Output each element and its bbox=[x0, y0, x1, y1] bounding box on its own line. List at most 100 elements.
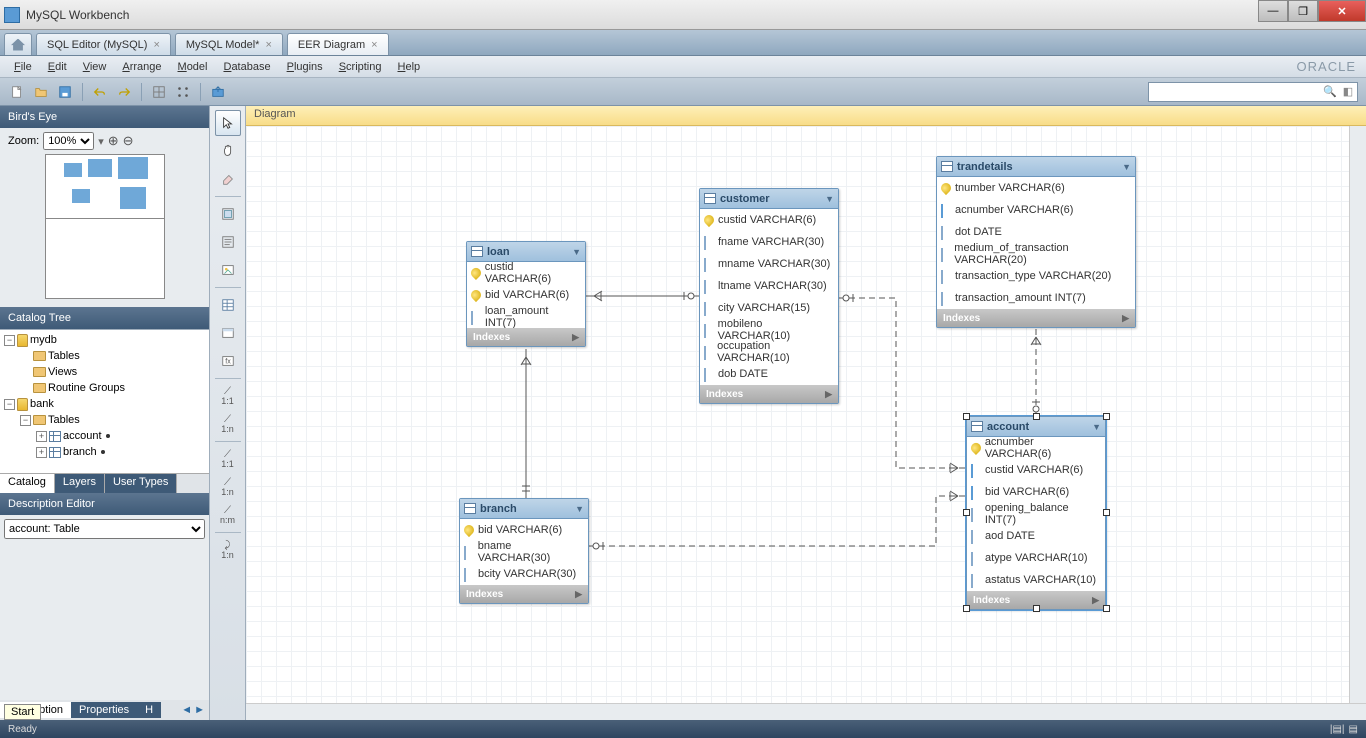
search-input[interactable] bbox=[1149, 86, 1321, 98]
entity-header[interactable]: customer▼ bbox=[700, 189, 838, 209]
selection-handle[interactable] bbox=[1033, 413, 1040, 420]
palette-table[interactable] bbox=[215, 292, 241, 318]
entity-column[interactable]: tnumber VARCHAR(6) bbox=[937, 177, 1135, 199]
entity-header[interactable]: branch▼ bbox=[460, 499, 588, 519]
entity-column[interactable]: custid VARCHAR(6) bbox=[967, 459, 1105, 481]
entity-column[interactable]: transaction_type VARCHAR(20) bbox=[937, 265, 1135, 287]
palette-rel3-1n[interactable]: ⤸1:n bbox=[215, 537, 241, 563]
entity-column[interactable]: dob DATE bbox=[700, 363, 838, 385]
palette-image[interactable] bbox=[215, 257, 241, 283]
selection-handle[interactable] bbox=[1103, 413, 1110, 420]
collapse-icon[interactable]: ▼ bbox=[1092, 422, 1101, 432]
entity-header[interactable]: trandetails▼ bbox=[937, 157, 1135, 177]
palette-eraser[interactable] bbox=[215, 166, 241, 192]
entity-column[interactable]: acnumber VARCHAR(6) bbox=[937, 199, 1135, 221]
expand-icon[interactable]: ▶ bbox=[825, 389, 832, 400]
entity-indexes[interactable]: Indexes▶ bbox=[460, 585, 588, 603]
tab-scroll-right-icon[interactable]: ► bbox=[194, 704, 205, 716]
entity-column[interactable]: bid VARCHAR(6) bbox=[467, 284, 585, 306]
collapse-icon[interactable]: ▼ bbox=[575, 504, 584, 514]
menu-plugins[interactable]: Plugins bbox=[279, 59, 331, 75]
selection-handle[interactable] bbox=[963, 605, 970, 612]
tree-toggle[interactable]: − bbox=[20, 415, 31, 426]
sidebar-tab-catalog[interactable]: Catalog bbox=[0, 474, 55, 493]
document-tab[interactable]: MySQL Model*× bbox=[175, 33, 283, 55]
tree-row[interactable]: Routine Groups bbox=[4, 380, 205, 396]
zoom-out-icon[interactable]: ⊖ bbox=[123, 133, 134, 149]
entity-branch[interactable]: branch▼bid VARCHAR(6)bname VARCHAR(30)bc… bbox=[459, 498, 589, 604]
entity-column[interactable]: city VARCHAR(15) bbox=[700, 297, 838, 319]
document-tab[interactable]: EER Diagram× bbox=[287, 33, 389, 55]
expand-icon[interactable]: ▶ bbox=[1122, 313, 1129, 324]
save-button[interactable] bbox=[54, 81, 76, 103]
close-tab-icon[interactable]: × bbox=[371, 39, 377, 51]
selection-handle[interactable] bbox=[1033, 605, 1040, 612]
description-tab[interactable]: Properties bbox=[71, 702, 137, 718]
entity-column[interactable]: transaction_amount INT(7) bbox=[937, 287, 1135, 309]
entity-column[interactable]: fname VARCHAR(30) bbox=[700, 231, 838, 253]
collapse-icon[interactable]: ▼ bbox=[825, 194, 834, 204]
tab-scroll-left-icon[interactable]: ◄ bbox=[181, 704, 192, 716]
description-tab[interactable]: H bbox=[137, 702, 161, 718]
tree-row[interactable]: Views bbox=[4, 364, 205, 380]
entity-header[interactable]: account▼ bbox=[967, 417, 1105, 437]
collapse-icon[interactable]: ▼ bbox=[572, 247, 581, 257]
expand-icon[interactable]: ▶ bbox=[575, 589, 582, 600]
palette-rel2-11[interactable]: ⟋1:1 bbox=[215, 446, 241, 472]
tree-row[interactable]: +account bbox=[4, 428, 205, 444]
tree-row[interactable]: −Tables bbox=[4, 412, 205, 428]
sidebar-tab-layers[interactable]: Layers bbox=[55, 474, 105, 493]
entity-column[interactable]: custid VARCHAR(6) bbox=[467, 262, 585, 284]
entity-column[interactable]: ltname VARCHAR(30) bbox=[700, 275, 838, 297]
tree-toggle[interactable]: − bbox=[4, 335, 15, 346]
tree-row[interactable]: Tables bbox=[4, 348, 205, 364]
entity-loan[interactable]: loan▼custid VARCHAR(6)bid VARCHAR(6)loan… bbox=[466, 241, 586, 347]
tree-toggle[interactable]: − bbox=[4, 399, 15, 410]
menu-database[interactable]: Database bbox=[215, 59, 278, 75]
palette-view[interactable] bbox=[215, 320, 241, 346]
expand-icon[interactable]: ▶ bbox=[572, 332, 579, 343]
entity-column[interactable]: bid VARCHAR(6) bbox=[967, 481, 1105, 503]
search-clear-icon[interactable]: ◧ bbox=[1339, 85, 1357, 98]
close-tab-icon[interactable]: × bbox=[265, 39, 271, 51]
redo-button[interactable] bbox=[113, 81, 135, 103]
diagram-canvas[interactable]: loan▼custid VARCHAR(6)bid VARCHAR(6)loan… bbox=[246, 126, 1349, 703]
tree-row[interactable]: +branch bbox=[4, 444, 205, 460]
zoom-select[interactable]: 100% bbox=[43, 132, 94, 150]
entity-customer[interactable]: customer▼custid VARCHAR(6)fname VARCHAR(… bbox=[699, 188, 839, 404]
entity-column[interactable]: aod DATE bbox=[967, 525, 1105, 547]
entity-column[interactable]: loan_amount INT(7) bbox=[467, 306, 585, 328]
minimap[interactable] bbox=[45, 154, 165, 299]
palette-layer[interactable] bbox=[215, 201, 241, 227]
entity-column[interactable]: opening_balance INT(7) bbox=[967, 503, 1105, 525]
horizontal-scrollbar[interactable] bbox=[246, 703, 1366, 720]
entity-column[interactable]: acnumber VARCHAR(6) bbox=[967, 437, 1105, 459]
align-button[interactable] bbox=[172, 81, 194, 103]
expand-icon[interactable]: ▶ bbox=[1092, 595, 1099, 606]
palette-hand[interactable] bbox=[215, 138, 241, 164]
palette-cursor[interactable] bbox=[215, 110, 241, 136]
palette-rel-1n[interactable]: ⟋1:n bbox=[215, 411, 241, 437]
entity-column[interactable]: mname VARCHAR(30) bbox=[700, 253, 838, 275]
entity-column[interactable]: medium_of_transaction VARCHAR(20) bbox=[937, 243, 1135, 265]
entity-indexes[interactable]: Indexes▶ bbox=[937, 309, 1135, 327]
menu-view[interactable]: View bbox=[75, 59, 115, 75]
sidebar-tab-user-types[interactable]: User Types bbox=[105, 474, 177, 493]
entity-column[interactable]: occupation VARCHAR(10) bbox=[700, 341, 838, 363]
entity-column[interactable]: dot DATE bbox=[937, 221, 1135, 243]
tree-toggle[interactable]: + bbox=[36, 447, 47, 458]
entity-column[interactable]: bid VARCHAR(6) bbox=[460, 519, 588, 541]
open-file-button[interactable] bbox=[30, 81, 52, 103]
menu-arrange[interactable]: Arrange bbox=[114, 59, 169, 75]
export-button[interactable] bbox=[207, 81, 229, 103]
minimize-button[interactable]: — bbox=[1258, 0, 1288, 22]
search-icon[interactable]: 🔍 bbox=[1321, 85, 1339, 98]
palette-routine[interactable]: fx bbox=[215, 348, 241, 374]
undo-button[interactable] bbox=[89, 81, 111, 103]
palette-rel-11[interactable]: ⟋1:1 bbox=[215, 383, 241, 409]
grid-button[interactable] bbox=[148, 81, 170, 103]
catalog-tree[interactable]: −mydbTablesViewsRoutine Groups−bank−Tabl… bbox=[0, 329, 209, 473]
entity-column[interactable]: bcity VARCHAR(30) bbox=[460, 563, 588, 585]
selection-handle[interactable] bbox=[963, 509, 970, 516]
selection-handle[interactable] bbox=[963, 413, 970, 420]
